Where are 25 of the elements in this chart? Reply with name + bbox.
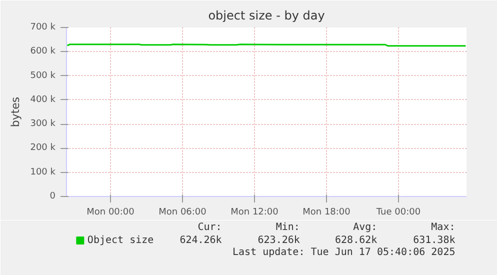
x-tick-label: Tue 00:00 — [375, 208, 421, 218]
text: 628.62k — [335, 235, 378, 246]
x-tick-label: Mon 00:00 — [86, 208, 135, 218]
text: 624.26k — [180, 235, 222, 246]
y-axis-title: bytes — [9, 96, 22, 128]
text: Min: — [276, 222, 300, 233]
y-tick-label: 0 — [50, 192, 56, 202]
x-tick-label: Mon 12:00 — [230, 208, 279, 218]
text: Last update: Tue Jun 17 05:40:06 2025 — [232, 247, 456, 258]
chart-title: object size - by day — [208, 8, 325, 22]
y-tick-label: 300 k — [30, 119, 56, 130]
y-tick-label: 100 k — [30, 167, 56, 178]
text: Cur: — [198, 222, 222, 233]
text: Max: — [431, 222, 456, 233]
text: 623.26k — [258, 235, 300, 246]
x-tick-label: Mon 18:00 — [302, 208, 351, 218]
x-tick-label: Mon 06:00 — [158, 208, 207, 218]
text: 631.38k — [413, 235, 456, 246]
y-tick-label: 600 k — [30, 46, 56, 57]
y-tick-label: 400 k — [30, 94, 56, 105]
y-tick-label: 700 k — [30, 22, 56, 32]
text: Avg: — [353, 222, 378, 233]
legend-label: Object size — [87, 235, 154, 246]
y-tick-label: 500 k — [30, 70, 56, 81]
y-tick-label: 200 k — [30, 143, 56, 154]
